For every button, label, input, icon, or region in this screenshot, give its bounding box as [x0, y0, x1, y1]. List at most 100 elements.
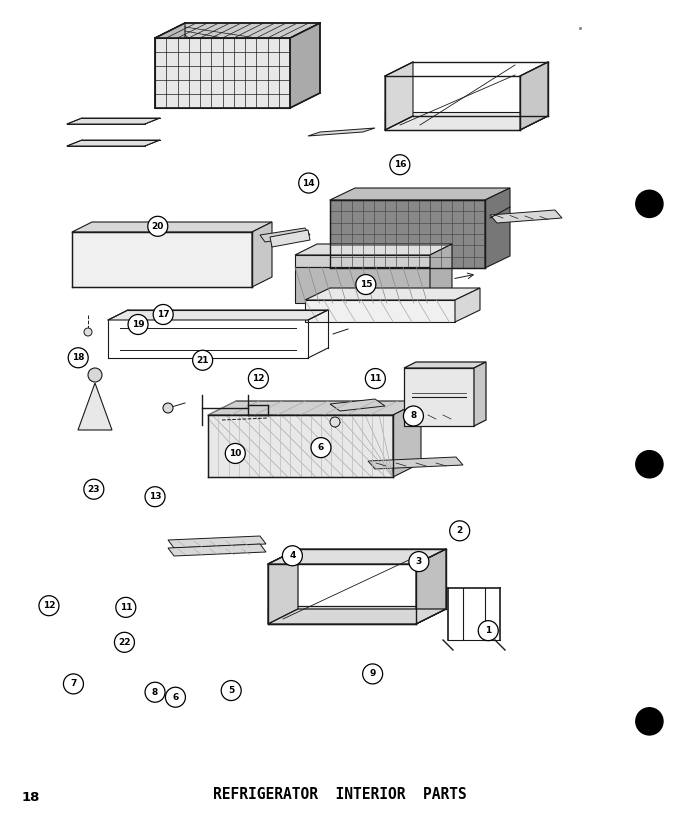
Circle shape	[145, 682, 165, 702]
Polygon shape	[67, 118, 160, 124]
Text: 23: 23	[88, 485, 100, 493]
Polygon shape	[404, 362, 486, 368]
Circle shape	[221, 681, 241, 701]
Circle shape	[148, 216, 168, 236]
Polygon shape	[430, 244, 452, 303]
Polygon shape	[385, 112, 520, 130]
Text: 22: 22	[118, 638, 131, 646]
Polygon shape	[252, 222, 272, 287]
Circle shape	[88, 368, 102, 382]
Polygon shape	[408, 408, 470, 421]
Polygon shape	[295, 255, 430, 267]
Text: REFRIGERATOR  INTERIOR  PARTS: REFRIGERATOR INTERIOR PARTS	[213, 787, 467, 802]
Circle shape	[84, 328, 92, 336]
Polygon shape	[168, 536, 266, 548]
Polygon shape	[368, 457, 463, 469]
Polygon shape	[490, 210, 562, 223]
Polygon shape	[208, 415, 393, 477]
Text: 6: 6	[172, 693, 179, 701]
Circle shape	[636, 191, 663, 217]
Text: 18: 18	[22, 790, 40, 804]
Polygon shape	[455, 288, 480, 322]
Circle shape	[636, 451, 663, 478]
Circle shape	[68, 348, 88, 368]
Polygon shape	[78, 383, 112, 430]
Text: 2: 2	[456, 527, 463, 535]
Polygon shape	[330, 200, 485, 268]
Polygon shape	[305, 288, 480, 300]
Polygon shape	[385, 116, 548, 130]
Circle shape	[365, 369, 386, 389]
Circle shape	[163, 403, 173, 413]
Polygon shape	[474, 362, 486, 426]
Polygon shape	[108, 310, 328, 320]
Text: 18: 18	[72, 354, 84, 362]
Text: 14: 14	[303, 179, 315, 187]
Text: 9: 9	[369, 670, 376, 678]
Text: 20: 20	[152, 222, 164, 230]
Circle shape	[84, 479, 104, 499]
Polygon shape	[155, 23, 320, 38]
Polygon shape	[385, 62, 413, 130]
Polygon shape	[208, 401, 421, 415]
Circle shape	[311, 438, 331, 458]
Text: 10: 10	[229, 449, 241, 458]
Polygon shape	[268, 609, 446, 624]
Polygon shape	[268, 549, 446, 564]
Circle shape	[128, 314, 148, 334]
Circle shape	[114, 632, 135, 652]
Polygon shape	[268, 606, 416, 624]
Text: 17: 17	[157, 310, 169, 319]
Text: 16: 16	[394, 161, 406, 169]
Circle shape	[362, 664, 383, 684]
Circle shape	[330, 417, 340, 427]
Circle shape	[145, 487, 165, 507]
Text: 5: 5	[228, 686, 235, 695]
Text: 1: 1	[485, 626, 492, 635]
Circle shape	[153, 305, 173, 324]
Polygon shape	[330, 188, 510, 200]
Text: 8: 8	[410, 412, 417, 420]
Circle shape	[225, 443, 245, 463]
Polygon shape	[72, 232, 252, 287]
Polygon shape	[305, 300, 455, 322]
Text: 11: 11	[369, 374, 381, 383]
Polygon shape	[520, 62, 548, 130]
Circle shape	[248, 369, 269, 389]
Polygon shape	[268, 549, 298, 624]
Polygon shape	[290, 23, 320, 108]
Circle shape	[390, 155, 410, 175]
Polygon shape	[295, 244, 452, 255]
Polygon shape	[404, 368, 474, 426]
Circle shape	[478, 621, 498, 641]
Text: 21: 21	[197, 356, 209, 364]
Circle shape	[449, 521, 470, 541]
Circle shape	[356, 275, 376, 295]
Polygon shape	[416, 549, 446, 624]
Text: 3: 3	[415, 557, 422, 566]
Text: 4: 4	[289, 552, 296, 560]
Polygon shape	[155, 38, 290, 108]
Polygon shape	[270, 230, 310, 247]
Circle shape	[116, 597, 136, 617]
Circle shape	[403, 406, 424, 426]
Text: 8: 8	[152, 688, 158, 696]
Text: 12: 12	[43, 602, 55, 610]
Text: 6: 6	[318, 443, 324, 452]
Circle shape	[409, 552, 429, 572]
Polygon shape	[67, 140, 160, 146]
Circle shape	[636, 708, 663, 735]
Polygon shape	[72, 222, 272, 232]
Circle shape	[192, 350, 213, 370]
Polygon shape	[308, 128, 375, 136]
Text: 13: 13	[149, 493, 161, 501]
Text: 11: 11	[120, 603, 132, 612]
Polygon shape	[485, 188, 510, 268]
Circle shape	[165, 687, 186, 707]
Polygon shape	[260, 228, 310, 242]
Text: 19: 19	[132, 320, 144, 329]
Circle shape	[282, 546, 303, 566]
Polygon shape	[155, 23, 185, 108]
Circle shape	[39, 596, 59, 616]
Polygon shape	[393, 401, 421, 477]
